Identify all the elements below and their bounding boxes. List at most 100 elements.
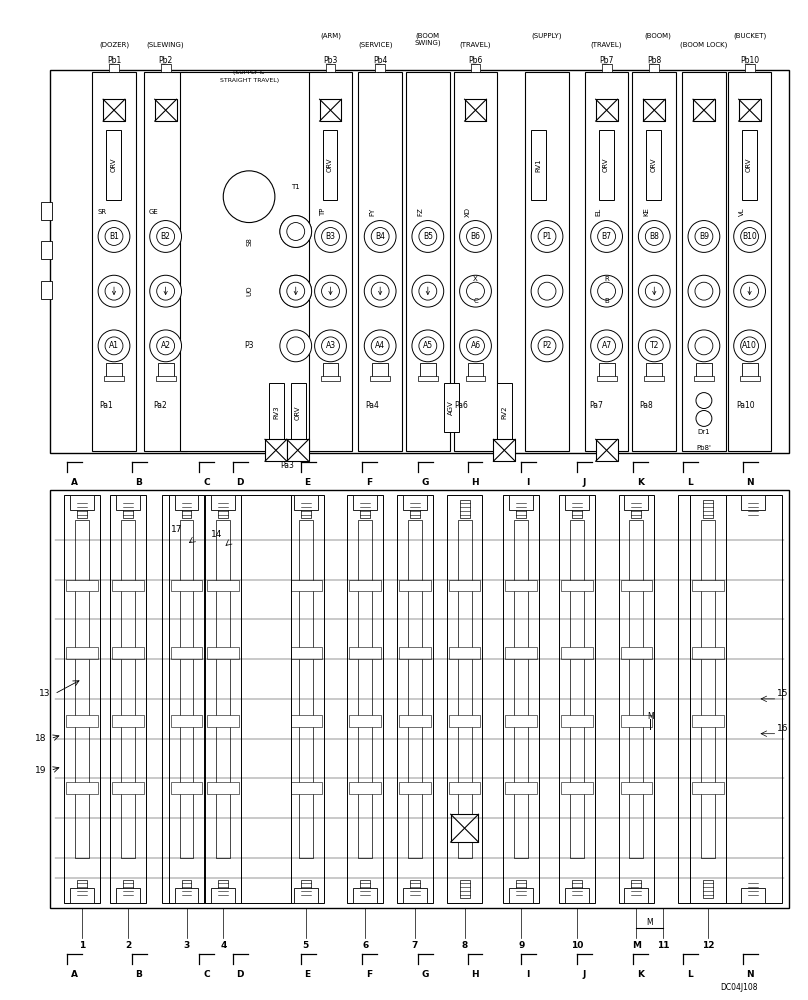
- Circle shape: [696, 410, 712, 426]
- Text: Pa10: Pa10: [736, 401, 755, 410]
- Bar: [516, 500, 526, 518]
- Bar: [599, 363, 615, 378]
- Bar: [208, 782, 239, 794]
- Text: XD: XD: [465, 207, 470, 217]
- Text: RV1: RV1: [535, 158, 541, 172]
- Text: (SUPPLY &: (SUPPLY &: [234, 70, 265, 75]
- Bar: [218, 500, 228, 518]
- Circle shape: [531, 330, 563, 362]
- Circle shape: [688, 330, 720, 362]
- Text: B10: B10: [743, 232, 757, 241]
- Bar: [288, 495, 323, 903]
- Text: F: F: [366, 478, 372, 487]
- Circle shape: [280, 275, 312, 307]
- Bar: [70, 888, 95, 903]
- Circle shape: [646, 228, 663, 245]
- Text: A10: A10: [743, 341, 757, 350]
- Text: RV2: RV2: [501, 406, 507, 419]
- Bar: [162, 495, 291, 903]
- Bar: [678, 495, 782, 903]
- Text: B6: B6: [470, 232, 481, 241]
- Circle shape: [105, 228, 123, 245]
- Bar: [294, 888, 318, 903]
- Bar: [301, 880, 310, 898]
- Bar: [460, 500, 469, 518]
- Bar: [629, 520, 643, 858]
- Circle shape: [598, 282, 616, 300]
- Circle shape: [322, 337, 339, 355]
- Bar: [123, 500, 133, 518]
- Text: I: I: [527, 478, 530, 487]
- Circle shape: [741, 282, 759, 300]
- Bar: [631, 880, 642, 898]
- Text: SWING): SWING): [415, 39, 441, 46]
- Text: Pa4: Pa4: [365, 401, 379, 410]
- Circle shape: [696, 393, 712, 409]
- Bar: [514, 520, 528, 858]
- Text: C: C: [203, 478, 210, 487]
- Bar: [621, 647, 652, 659]
- Text: Pb8': Pb8': [696, 445, 711, 451]
- Text: (SERVICE): (SERVICE): [358, 41, 393, 48]
- Text: L: L: [687, 478, 693, 487]
- Text: P2: P2: [542, 341, 552, 350]
- Text: Pb7: Pb7: [600, 56, 614, 65]
- Circle shape: [157, 228, 175, 245]
- Circle shape: [638, 330, 670, 362]
- Text: STRAIGHT TRAVEL): STRAIGHT TRAVEL): [220, 78, 279, 83]
- Bar: [121, 520, 135, 858]
- Text: Pb2: Pb2: [158, 56, 173, 65]
- Bar: [734, 495, 771, 903]
- Bar: [70, 495, 95, 510]
- Bar: [692, 580, 724, 591]
- Circle shape: [322, 228, 339, 245]
- Bar: [643, 99, 665, 121]
- Text: (ARM): (ARM): [320, 32, 341, 39]
- Text: I: I: [527, 970, 530, 979]
- Text: C: C: [473, 298, 478, 304]
- Bar: [269, 383, 284, 442]
- Text: Pa8: Pa8: [639, 401, 653, 410]
- Bar: [349, 782, 381, 794]
- Circle shape: [419, 282, 437, 300]
- Bar: [470, 64, 481, 72]
- Circle shape: [538, 337, 556, 355]
- Bar: [349, 715, 381, 727]
- Text: EL: EL: [595, 207, 602, 216]
- Bar: [742, 363, 758, 378]
- Bar: [692, 715, 724, 727]
- Text: 9: 9: [518, 941, 524, 950]
- Text: N: N: [746, 478, 753, 487]
- Bar: [418, 376, 438, 381]
- Bar: [353, 888, 377, 903]
- Bar: [595, 99, 617, 121]
- Bar: [561, 715, 593, 727]
- Text: 6: 6: [362, 941, 368, 950]
- Bar: [161, 64, 170, 72]
- Bar: [208, 647, 239, 659]
- Text: Pb3: Pb3: [323, 56, 338, 65]
- Bar: [516, 880, 526, 898]
- Bar: [360, 500, 370, 518]
- Bar: [595, 439, 617, 461]
- Bar: [212, 888, 235, 903]
- Text: 7: 7: [412, 941, 418, 950]
- Text: FZ: FZ: [417, 207, 423, 216]
- Bar: [420, 363, 436, 378]
- Bar: [78, 880, 87, 898]
- Text: D: D: [237, 478, 244, 487]
- Bar: [585, 72, 629, 451]
- Bar: [410, 880, 420, 898]
- Text: Pb10: Pb10: [740, 56, 760, 65]
- Bar: [692, 782, 724, 794]
- Circle shape: [538, 282, 556, 300]
- Text: ORV: ORV: [650, 158, 657, 172]
- Bar: [703, 880, 713, 898]
- Bar: [358, 72, 402, 451]
- Bar: [360, 880, 370, 898]
- Bar: [123, 880, 133, 898]
- Bar: [747, 500, 758, 518]
- Bar: [447, 495, 482, 903]
- Bar: [747, 880, 758, 898]
- Bar: [287, 439, 309, 461]
